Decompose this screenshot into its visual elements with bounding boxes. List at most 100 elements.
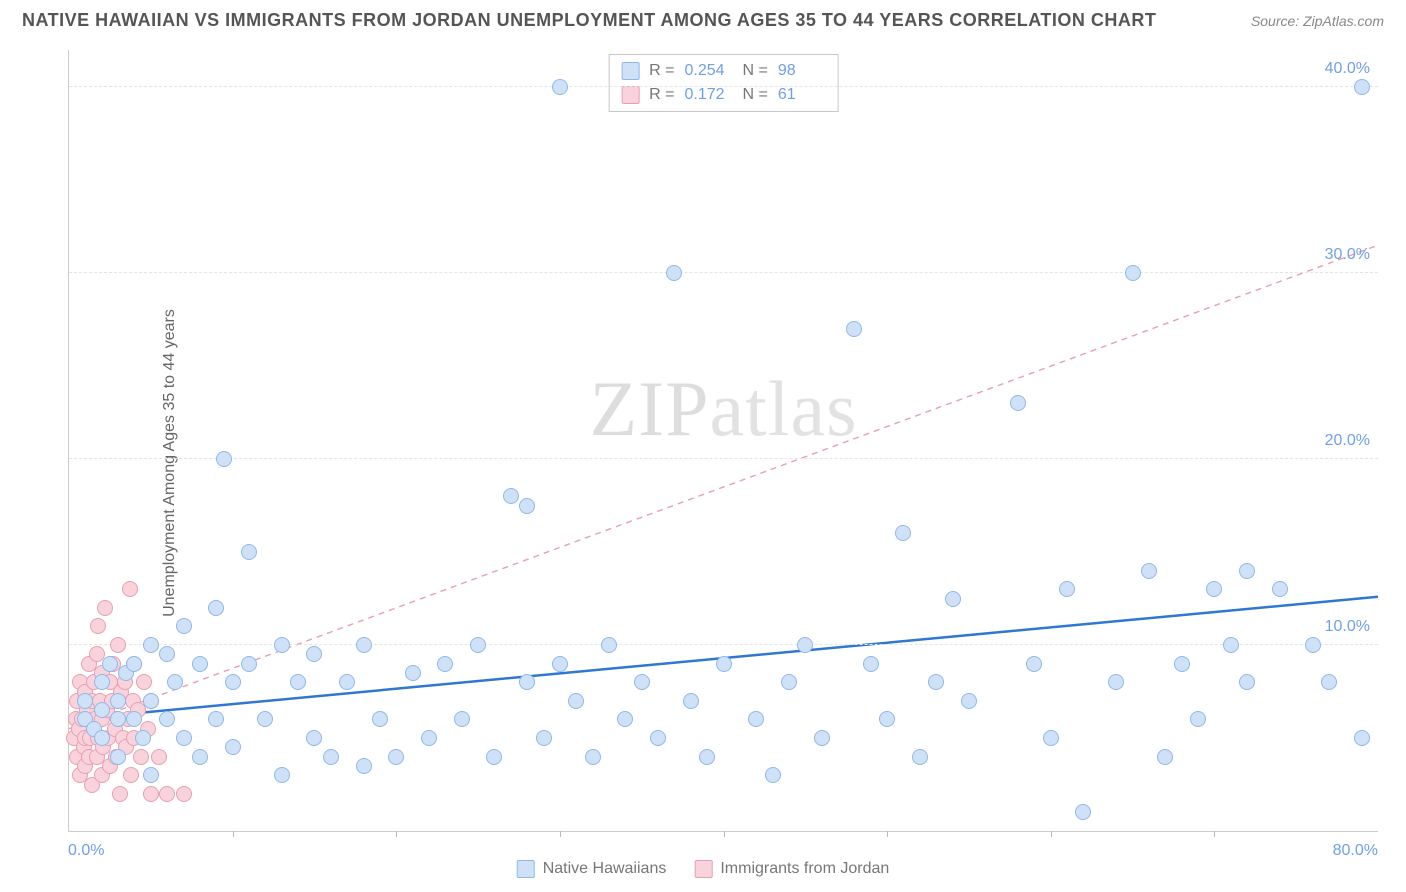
data-point [421,730,437,746]
data-point [159,711,175,727]
y-tick-label: 30.0% [1325,246,1370,264]
data-point [503,488,519,504]
data-point [1125,265,1141,281]
data-point [274,637,290,653]
data-point [77,693,93,709]
data-point [356,637,372,653]
data-point [536,730,552,746]
data-point [372,711,388,727]
data-point [797,637,813,653]
data-point [1206,581,1222,597]
legend-item: Immigrants from Jordan [694,860,889,878]
data-point [225,674,241,690]
data-point [846,321,862,337]
x-tick [396,831,397,837]
data-point [94,674,110,690]
data-point [1354,79,1370,95]
data-point [126,656,142,672]
x-tick [724,831,725,837]
gridline [69,458,1378,459]
data-point [666,265,682,281]
x-tick [1214,831,1215,837]
data-point [601,637,617,653]
data-point [225,739,241,755]
data-point [110,749,126,765]
data-point [1043,730,1059,746]
data-point [454,711,470,727]
data-point [1075,804,1091,820]
data-point [781,674,797,690]
data-point [192,656,208,672]
watermark-part2: atlas [710,365,858,452]
data-point [208,600,224,616]
y-tick-label: 40.0% [1325,60,1370,78]
data-point [617,711,633,727]
data-point [110,711,126,727]
data-point [208,711,224,727]
data-point [136,674,152,690]
data-point [192,749,208,765]
data-point [110,637,126,653]
data-point [1190,711,1206,727]
data-point [176,786,192,802]
data-point [552,79,568,95]
legend-swatch [694,860,712,878]
data-point [470,637,486,653]
data-point [1141,563,1157,579]
data-point [102,656,118,672]
legend-item: Native Hawaiians [517,860,667,878]
data-point [1321,674,1337,690]
data-point [405,665,421,681]
data-point [122,581,138,597]
data-point [1108,674,1124,690]
data-point [1174,656,1190,672]
x-tick [887,831,888,837]
data-point [1354,730,1370,746]
data-point [1305,637,1321,653]
data-point [241,656,257,672]
legend-label: Native Hawaiians [543,860,667,878]
data-point [814,730,830,746]
stats-swatch [621,62,639,80]
data-point [388,749,404,765]
data-point [928,674,944,690]
legend-swatch [517,860,535,878]
data-point [961,693,977,709]
data-point [683,693,699,709]
data-point [176,618,192,634]
data-point [176,730,192,746]
gridline [69,644,1378,645]
stats-n-value: 98 [778,59,826,83]
gridline [69,272,1378,273]
stats-n-label: N = [743,59,768,83]
data-point [143,637,159,653]
y-tick-label: 10.0% [1325,618,1370,636]
data-point [143,693,159,709]
data-point [863,656,879,672]
data-point [159,786,175,802]
x-tick [233,831,234,837]
data-point [167,674,183,690]
data-point [437,656,453,672]
data-point [716,656,732,672]
watermark: ZIPatlas [590,364,858,454]
data-point [1059,581,1075,597]
data-point [216,451,232,467]
x-tick [1051,831,1052,837]
data-point [945,591,961,607]
data-point [90,618,106,634]
data-point [519,498,535,514]
data-point [323,749,339,765]
data-point [159,646,175,662]
data-point [1010,395,1026,411]
legend-label: Immigrants from Jordan [720,860,889,878]
data-point [306,646,322,662]
data-point [123,767,139,783]
data-point [1272,581,1288,597]
data-point [519,674,535,690]
chart-title: NATIVE HAWAIIAN VS IMMIGRANTS FROM JORDA… [22,10,1156,31]
data-point [110,693,126,709]
gridline [69,86,1378,87]
data-point [94,702,110,718]
data-point [143,767,159,783]
